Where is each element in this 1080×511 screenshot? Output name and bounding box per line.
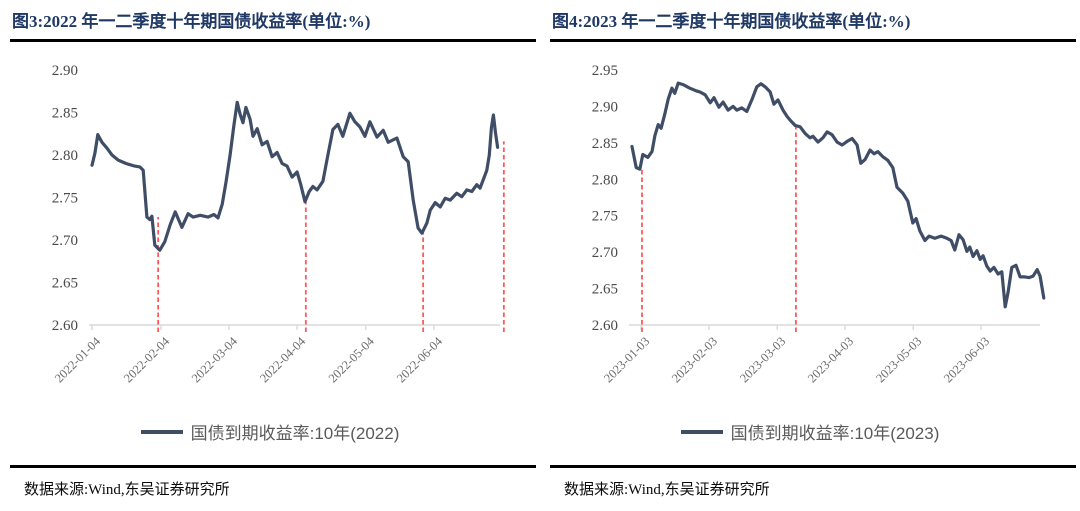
figure-panel-2022: 图3:2022 年一二季度十年期国债收益率(单位:%) 2.90 2.85 2.80… bbox=[0, 12, 540, 498]
y-axis-tick-label: 2.80 bbox=[592, 172, 618, 188]
y-axis-tick-label: 2.75 bbox=[52, 191, 78, 207]
y-axis-tick-label: 2.65 bbox=[592, 282, 618, 298]
chart-legend: 国债到期收益率:10年(2023) bbox=[540, 419, 1080, 444]
source-note: 数据来源:Wind,东吴证券研究所 bbox=[564, 482, 770, 498]
title-rule bbox=[10, 39, 536, 42]
chart-legend: 国债到期收益率:10年(2022) bbox=[0, 419, 540, 444]
x-axis-tick-label: 2023-05-03 bbox=[873, 334, 924, 385]
x-axis-tick-label: 2023-01-03 bbox=[601, 334, 652, 385]
y-axis-tick-label: 2.90 bbox=[592, 99, 618, 115]
y-axis-tick-label: 2.80 bbox=[52, 148, 78, 164]
y-axis-tick-label: 2.60 bbox=[592, 318, 618, 334]
y-axis-tick-label: 2.70 bbox=[52, 233, 78, 249]
legend-label: 国债到期收益率:10年(2022) bbox=[190, 424, 400, 443]
title-rule bbox=[550, 39, 1076, 42]
yield-series-line bbox=[630, 81, 1046, 309]
yield-series-line bbox=[90, 100, 500, 252]
footer-rule bbox=[550, 465, 1076, 468]
footer-rule bbox=[10, 465, 536, 468]
x-axis-tick-label: 2022-02-04 bbox=[121, 334, 173, 386]
x-axis-tick-label: 2023-02-03 bbox=[669, 334, 720, 385]
x-axis-tick-label: 2022-05-04 bbox=[326, 334, 378, 386]
figure-panel-2023: 图4:2023 年一二季度十年期国债收益率(单位:%) 2.95 2.90 2.85… bbox=[540, 0, 1080, 511]
figure-title: 图4:2023 年一二季度十年期国债收益率(单位:%) bbox=[552, 12, 911, 31]
x-axis-tick-label: 2023-04-03 bbox=[805, 334, 856, 385]
x-axis-tick-label: 2023-06-03 bbox=[941, 334, 992, 385]
x-axis-tick-label: 2022-01-04 bbox=[52, 334, 104, 386]
line-chart-2023: 2.95 2.90 2.85 2.80 2.75 2.70 2.65 2.60 2023-01-… bbox=[540, 44, 1080, 410]
x-axis-tick-label: 2022-06-04 bbox=[394, 334, 446, 386]
line-chart-2022: 2.90 2.85 2.80 2.75 2.70 2.65 2.60 2022-01-04 20… bbox=[0, 44, 540, 410]
x-axis-tick-label: 2023-03-03 bbox=[737, 334, 788, 385]
y-axis-tick-label: 2.65 bbox=[52, 276, 78, 292]
legend-line-swatch bbox=[680, 429, 723, 434]
y-axis-tick-label: 2.95 bbox=[592, 63, 618, 79]
x-axis-tick-label: 2022-04-04 bbox=[257, 334, 309, 386]
y-axis-tick-label: 2.90 bbox=[52, 63, 78, 79]
line-chart-2023-svg: 2.95 2.90 2.85 2.80 2.75 2.70 2.65 2.602023-01-… bbox=[592, 63, 1046, 385]
y-axis-tick-label: 2.70 bbox=[592, 245, 618, 261]
figure-title: 图3:2022 年一二季度十年期国债收益率(单位:%) bbox=[12, 12, 371, 31]
y-axis-tick-label: 2.60 bbox=[52, 318, 78, 334]
legend-line-swatch bbox=[140, 429, 183, 434]
y-axis-tick-label: 2.75 bbox=[592, 209, 618, 225]
x-axis-tick-label: 2022-03-04 bbox=[189, 334, 241, 386]
y-axis-tick-label: 2.85 bbox=[52, 106, 78, 122]
y-axis-tick-label: 2.85 bbox=[592, 136, 618, 152]
source-note: 数据来源:Wind,东吴证券研究所 bbox=[24, 482, 230, 498]
legend-label: 国债到期收益率:10年(2023) bbox=[730, 424, 940, 443]
